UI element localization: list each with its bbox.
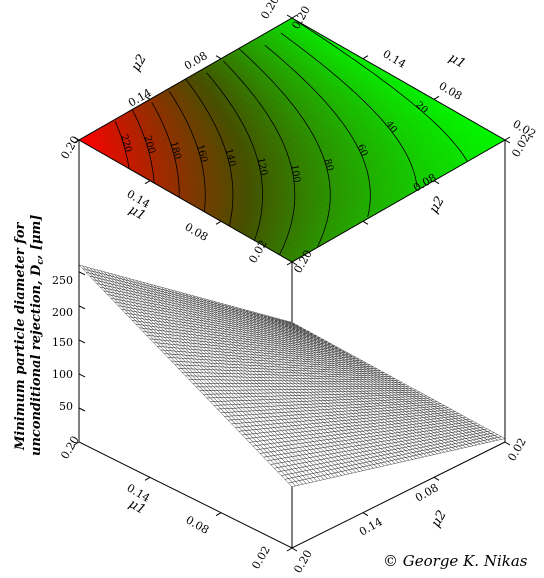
map-tick [433, 95, 440, 100]
map-tick [362, 55, 369, 60]
upper-right-tick-0.14: 0.14 [381, 47, 409, 71]
map-tick [362, 220, 369, 225]
upper-right-axis-title: μ1 [446, 50, 468, 71]
upper-left-tick-0.20: 0.20 [258, 0, 282, 22]
map-tick [144, 180, 151, 185]
contour-heatmap [79, 18, 505, 262]
map-tick [286, 261, 293, 266]
lower-right-axis-title: μ2 [426, 194, 447, 216]
map-tick [504, 139, 511, 144]
map-tick [215, 220, 222, 225]
top-left-tick-0.20-a: 0.20 [58, 134, 82, 162]
upper-right-tick-0.20: 0.20 [289, 4, 313, 32]
map-tick [504, 136, 511, 141]
upper-right-tick-0.08: 0.08 [437, 79, 465, 103]
top-left-tick-0.08: 0.08 [183, 220, 211, 244]
map-tick [215, 55, 222, 60]
map-tick [286, 14, 293, 19]
upper-left-axis-title: μ2 [128, 52, 149, 74]
